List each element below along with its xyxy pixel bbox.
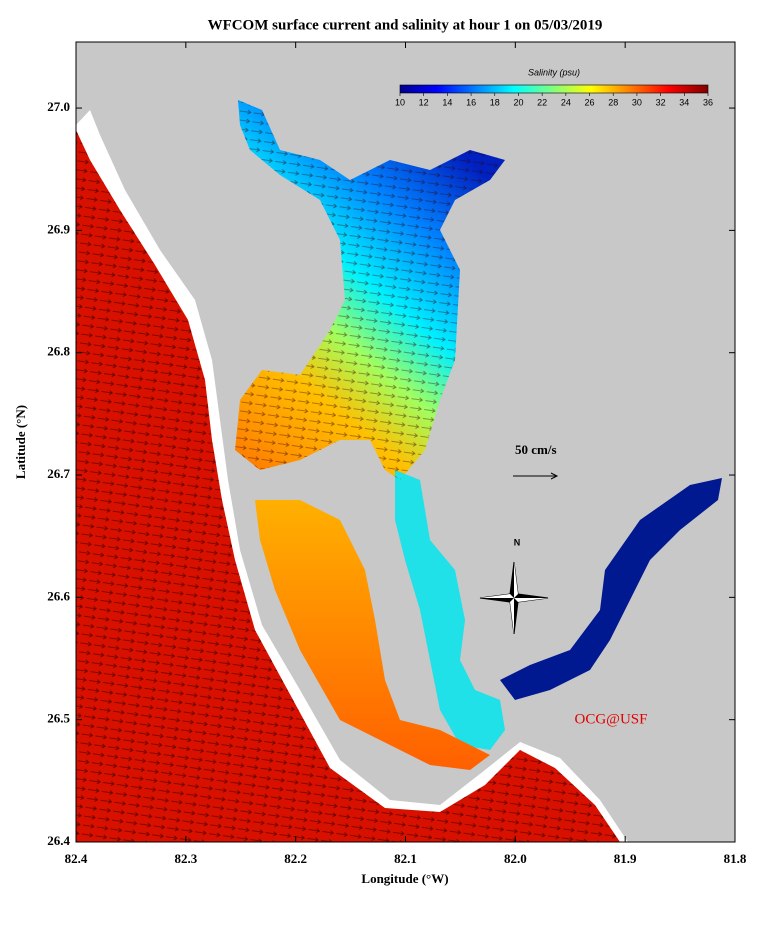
y-tick-label: 26.7	[47, 466, 70, 481]
map-title: WFCOM surface current and salinity at ho…	[208, 17, 603, 33]
north-label: N	[514, 537, 521, 547]
x-tick-label: 82.4	[65, 851, 88, 866]
colorbar-tick-label: 28	[608, 97, 618, 107]
colorbar-tick-label: 34	[679, 97, 689, 107]
colorbar-tick-label: 24	[561, 97, 571, 107]
y-tick-label: 26.8	[47, 344, 70, 359]
colorbar-tick-label: 20	[513, 97, 523, 107]
colorbar-tick-label: 30	[632, 97, 642, 107]
x-tick-label: 82.3	[174, 851, 197, 866]
y-tick-label: 26.9	[47, 221, 70, 236]
matlacha-pass	[255, 500, 490, 770]
caloosahatchee-river	[500, 478, 722, 700]
current-vectors	[76, 130, 620, 842]
scale-arrow	[513, 472, 559, 480]
colorbar-tick-label: 36	[703, 97, 713, 107]
map-area	[76, 42, 735, 842]
colorbar-tick-label: 22	[537, 97, 547, 107]
scale-label: 50 cm/s	[515, 442, 557, 457]
colorbar-tick-label: 14	[442, 97, 452, 107]
x-tick-label: 82.1	[394, 851, 417, 866]
x-axis-label: Longitude (°W)	[361, 871, 448, 886]
y-tick-label: 26.5	[47, 711, 70, 726]
y-tick-label: 27.0	[47, 99, 70, 114]
y-axis-label: Latitude (°N)	[13, 405, 28, 479]
pine-island-sound	[395, 470, 505, 750]
credit: OCG@USF	[574, 711, 647, 727]
colorbar-tick-label: 12	[419, 97, 429, 107]
y-tick-label: 26.6	[47, 588, 70, 603]
x-tick-label: 81.9	[614, 851, 637, 866]
colorbar-tick-label: 10	[395, 97, 405, 107]
x-tick-label: 81.8	[724, 851, 747, 866]
y-tick-label: 26.4	[47, 833, 70, 848]
colorbar-title: Salinity (psu)	[528, 67, 580, 77]
colorbar-tick-label: 16	[466, 97, 476, 107]
colorbar-tick-label: 26	[585, 97, 595, 107]
colorbar	[399, 84, 709, 94]
bay-vectors	[235, 100, 505, 480]
north-arrow-fill	[480, 562, 548, 634]
colorbar-tick-label: 32	[656, 97, 666, 107]
x-tick-label: 82.0	[504, 851, 527, 866]
x-tick-label: 82.2	[284, 851, 307, 866]
colorbar-tick-label: 18	[490, 97, 500, 107]
